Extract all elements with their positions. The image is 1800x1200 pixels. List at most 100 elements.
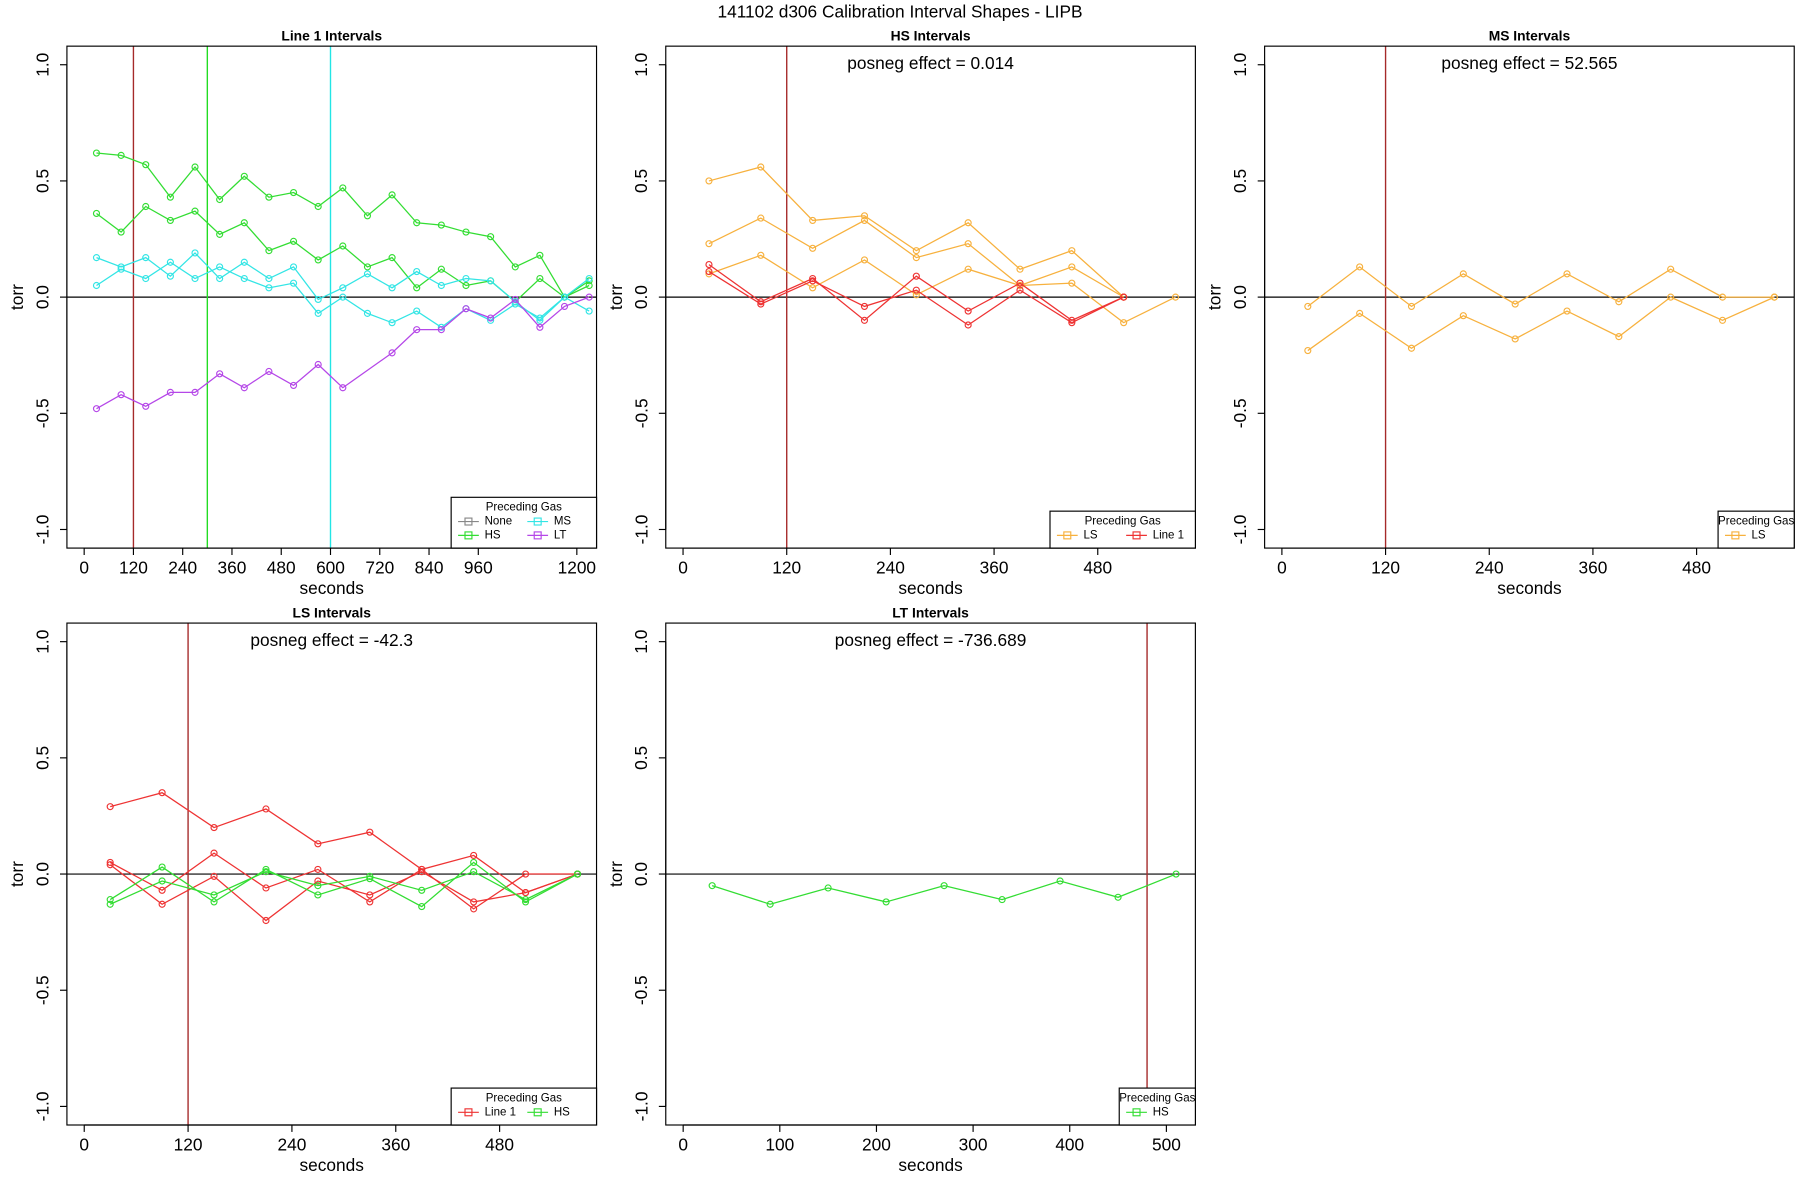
data-point: [142, 161, 150, 169]
x-tick-label: 480: [1682, 557, 1711, 577]
data-point: [470, 898, 478, 906]
x-tick-label: 1200: [558, 557, 596, 577]
data-point: [757, 251, 765, 259]
y-axis-title: torr: [7, 284, 27, 310]
data-point: [1120, 319, 1128, 327]
legend-label: HS: [554, 1106, 570, 1118]
series-line: [708, 271, 1124, 326]
x-tick-label: 360: [218, 557, 247, 577]
data-point: [166, 272, 174, 280]
data-point: [470, 851, 478, 860]
legend-swatch-marker: [533, 517, 542, 526]
x-tick-label: 0: [79, 557, 89, 577]
data-point: [158, 900, 166, 908]
series-line: [96, 296, 590, 410]
data-point: [191, 249, 199, 257]
y-tick-label: 0.5: [631, 169, 651, 193]
data-point: [437, 265, 445, 273]
data-point: [106, 896, 114, 904]
x-tick-label: 400: [1055, 1134, 1084, 1154]
data-point: [366, 875, 374, 883]
data-point: [757, 300, 765, 308]
data-point: [289, 237, 298, 245]
x-tick-label: 720: [365, 557, 394, 577]
data-point: [705, 240, 713, 248]
panel-title: HS Intervals: [891, 28, 971, 44]
data-point: [166, 216, 174, 225]
data-point: [708, 882, 716, 890]
data-point: [912, 247, 920, 255]
y-tick-label: 0.0: [631, 285, 651, 309]
data-point: [1511, 335, 1519, 343]
legend-label: HS: [1153, 1106, 1169, 1118]
x-tick-label: 100: [765, 1134, 794, 1154]
legend-box: [450, 1087, 598, 1126]
data-point: [1171, 293, 1180, 301]
data-point: [117, 265, 125, 273]
legend-title: Preceding Gas: [486, 502, 562, 514]
data-point: [363, 270, 372, 278]
data-point: [117, 228, 125, 236]
data-point: [536, 314, 544, 322]
data-point: [210, 898, 218, 906]
data-point: [240, 384, 248, 392]
series-line: [109, 871, 578, 905]
data-point: [912, 291, 920, 299]
legend-swatch-marker: [464, 517, 473, 526]
data-point: [191, 207, 199, 215]
series-line: [711, 873, 1177, 905]
y-tick-label: 0.0: [631, 862, 651, 886]
data-point: [388, 191, 396, 199]
data-point: [964, 307, 972, 315]
data-point: [809, 277, 817, 285]
data-point: [437, 221, 445, 229]
data-point: [166, 258, 174, 266]
data-point: [418, 902, 426, 911]
data-point: [809, 284, 817, 292]
data-point: [964, 219, 972, 227]
data-point: [142, 402, 150, 410]
data-point: [882, 898, 890, 906]
x-tick-label: 240: [1475, 557, 1504, 577]
data-point: [418, 868, 426, 876]
data-point: [860, 212, 869, 220]
plot-frame: [66, 45, 598, 549]
data-point: [92, 254, 101, 262]
x-tick-label: 120: [119, 557, 148, 577]
legend-box: [1118, 1087, 1196, 1126]
legend-label: LS: [1752, 529, 1766, 541]
data-point: [265, 367, 273, 376]
data-point: [912, 254, 920, 262]
data-point: [585, 281, 593, 290]
plot-frame: [665, 622, 1196, 1126]
data-point: [1770, 293, 1778, 301]
data-point: [470, 858, 478, 866]
data-point: [413, 219, 421, 227]
annotation: posneg effect = -736.689: [835, 630, 1027, 650]
data-point: [1407, 302, 1416, 310]
legend-swatch-marker: [533, 531, 542, 540]
data-point: [92, 209, 101, 218]
data-point: [912, 272, 920, 280]
data-point: [536, 274, 544, 283]
y-tick-label: 0.0: [1230, 285, 1250, 309]
data-point: [166, 193, 174, 201]
data-point: [437, 281, 445, 290]
data-point: [809, 244, 817, 252]
data-point: [388, 284, 396, 292]
y-tick-label: 1.0: [1230, 53, 1250, 77]
data-point: [339, 293, 347, 301]
data-point: [314, 256, 322, 264]
data-point: [1511, 300, 1519, 308]
x-tick-label: 0: [678, 557, 688, 577]
data-point: [824, 884, 832, 892]
data-point: [705, 261, 713, 269]
data-point: [289, 188, 298, 197]
y-axis-title: torr: [606, 284, 626, 310]
data-point: [964, 240, 972, 248]
series-line: [708, 254, 1176, 324]
data-point: [437, 326, 445, 334]
data-point: [560, 293, 569, 301]
